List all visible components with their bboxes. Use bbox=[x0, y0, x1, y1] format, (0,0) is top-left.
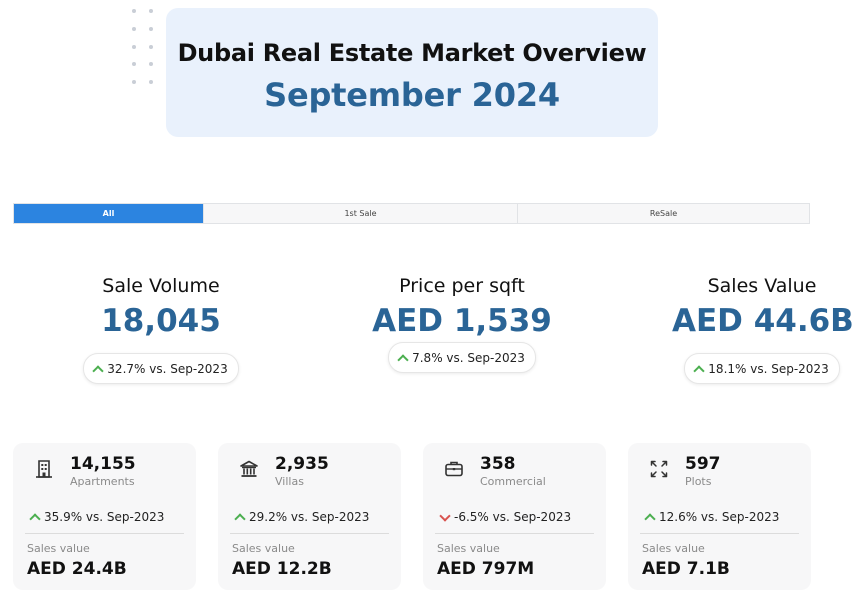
kpi-change-badge: 7.8% vs. Sep-2023 bbox=[388, 342, 536, 373]
kpi-value: AED 44.6B bbox=[672, 303, 854, 339]
kpi-label: Price per sqft bbox=[399, 275, 525, 297]
card-change-text: 35.9% vs. Sep-2023 bbox=[44, 510, 165, 524]
arrow-up-icon bbox=[644, 513, 656, 525]
tab-1st-sale[interactable]: 1st Sale bbox=[203, 204, 517, 223]
sales-value: AED 24.4B bbox=[27, 559, 127, 579]
sales-value-label: Sales value bbox=[27, 542, 90, 555]
arrow-up-icon bbox=[397, 353, 409, 366]
divider bbox=[25, 533, 184, 534]
kpi-sales-value: Sales Value AED 44.6B 18.1% vs. Sep-2023 bbox=[672, 275, 854, 384]
kpi-price-per-sqft: Price per sqft AED 1,539 7.8% vs. Sep-20… bbox=[352, 275, 572, 373]
arrow-up-icon bbox=[29, 513, 41, 525]
divider bbox=[230, 533, 389, 534]
briefcase-icon bbox=[445, 461, 463, 477]
apartment-building-icon bbox=[36, 460, 52, 478]
kpi-label: Sale Volume bbox=[102, 275, 220, 297]
tab-resale[interactable]: ReSale bbox=[517, 204, 809, 223]
page-title: Dubai Real Estate Market Overview bbox=[177, 39, 647, 67]
card-change: 29.2% vs. Sep-2023 bbox=[234, 510, 370, 525]
card-count: 2,935 bbox=[275, 454, 329, 474]
kpi-change-text: 18.1% vs. Sep-2023 bbox=[708, 361, 829, 376]
card-type: Commercial bbox=[480, 475, 546, 488]
kpi-value: AED 1,539 bbox=[372, 303, 552, 339]
sales-value: AED 797M bbox=[437, 559, 535, 579]
card-plots: 597 Plots 12.6% vs. Sep-2023 Sales value… bbox=[628, 443, 811, 590]
kpi-change-badge: 18.1% vs. Sep-2023 bbox=[684, 353, 840, 384]
sales-value: AED 12.2B bbox=[232, 559, 332, 579]
card-count: 597 bbox=[685, 454, 721, 474]
title-card: Dubai Real Estate Market Overview Septem… bbox=[166, 8, 658, 137]
sales-value: AED 7.1B bbox=[642, 559, 730, 579]
page-subtitle: September 2024 bbox=[264, 76, 560, 114]
expand-arrows-icon bbox=[650, 460, 668, 478]
kpi-change-badge: 32.7% vs. Sep-2023 bbox=[83, 353, 239, 384]
card-change: 12.6% vs. Sep-2023 bbox=[644, 510, 780, 525]
divider bbox=[640, 533, 799, 534]
arrow-down-icon bbox=[439, 509, 451, 522]
kpi-value: 18,045 bbox=[101, 303, 221, 339]
arrow-up-icon bbox=[234, 513, 246, 525]
kpi-sale-volume: Sale Volume 18,045 32.7% vs. Sep-2023 bbox=[61, 275, 261, 384]
kpi-change-text: 7.8% vs. Sep-2023 bbox=[412, 350, 525, 365]
card-villas: 2,935 Villas 29.2% vs. Sep-2023 Sales va… bbox=[218, 443, 401, 590]
card-type: Villas bbox=[275, 475, 304, 488]
card-commercial: 358 Commercial -6.5% vs. Sep-2023 Sales … bbox=[423, 443, 606, 590]
divider bbox=[435, 533, 594, 534]
card-change-text: 12.6% vs. Sep-2023 bbox=[659, 510, 780, 524]
card-change-text: -6.5% vs. Sep-2023 bbox=[454, 510, 572, 524]
card-change: 35.9% vs. Sep-2023 bbox=[29, 510, 165, 525]
card-type: Apartments bbox=[70, 475, 135, 488]
sales-value-label: Sales value bbox=[437, 542, 500, 555]
card-count: 14,155 bbox=[70, 454, 136, 474]
tab-all[interactable]: All bbox=[14, 204, 203, 223]
card-apartments: 14,155 Apartments 35.9% vs. Sep-2023 Sal… bbox=[13, 443, 196, 590]
kpi-label: Sales Value bbox=[707, 275, 817, 297]
decorative-dot-grid bbox=[132, 9, 162, 89]
arrow-up-icon bbox=[92, 364, 104, 377]
sales-value-label: Sales value bbox=[232, 542, 295, 555]
card-type: Plots bbox=[685, 475, 712, 488]
arrow-up-icon bbox=[693, 364, 705, 377]
card-change: -6.5% vs. Sep-2023 bbox=[439, 509, 572, 524]
villa-icon bbox=[240, 460, 258, 477]
kpi-change-text: 32.7% vs. Sep-2023 bbox=[107, 361, 228, 376]
card-change-text: 29.2% vs. Sep-2023 bbox=[249, 510, 370, 524]
sale-type-tabs: All 1st Sale ReSale bbox=[13, 203, 810, 224]
sales-value-label: Sales value bbox=[642, 542, 705, 555]
card-count: 358 bbox=[480, 454, 516, 474]
